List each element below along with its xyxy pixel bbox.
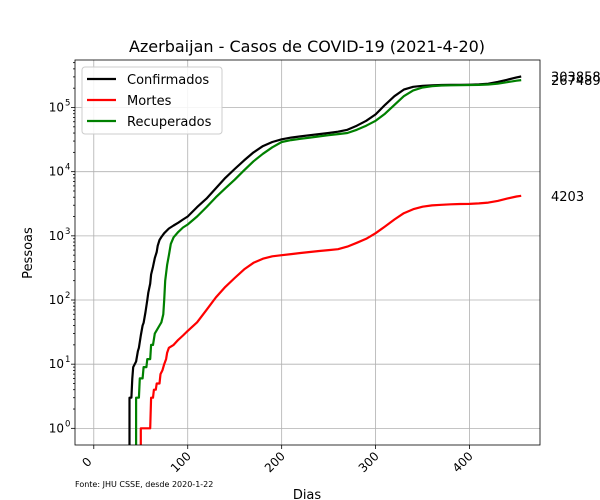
y-tick-label: 10 (49, 293, 64, 307)
y-tick-label: 10 (49, 421, 64, 435)
source-note: Fonte: JHU CSSE, desde 2020-1-22 (75, 480, 213, 489)
y-tick-label: 10 (49, 165, 64, 179)
series-line-recuperados (135, 79, 522, 445)
y-tick-exponent: 2 (65, 291, 70, 301)
series-line-mortes (139, 194, 522, 445)
x-tick-label: 100 (168, 449, 194, 475)
y-tick-exponent: 0 (65, 419, 70, 429)
end-label-confirmados: 303858 (551, 71, 600, 86)
y-tick-label: 10 (49, 357, 64, 371)
series-lines (128, 75, 522, 445)
y-tick-exponent: 4 (65, 163, 70, 173)
y-tick-exponent: 1 (65, 355, 70, 365)
x-tick-label: 200 (262, 449, 288, 475)
y-tick-label: 10 (49, 101, 64, 115)
end-value-labels: 303858 4203 267489 (551, 71, 600, 205)
y-tick-exponent: 5 (65, 99, 70, 109)
y-tick-exponent: 3 (65, 227, 70, 237)
end-label-mortes: 4203 (551, 190, 584, 205)
x-tick-label: 0 (79, 455, 94, 470)
x-tick-label: 300 (356, 449, 382, 475)
x-tick-label: 400 (450, 449, 476, 475)
legend-label: Confirmados (127, 73, 209, 88)
legend-label: Recuperados (127, 115, 212, 130)
y-axis-label: Pessoas (21, 227, 36, 279)
y-tick-label: 10 (49, 229, 64, 243)
legend: Confirmados Mortes Recuperados (81, 66, 223, 135)
end-label-recuperados: 267489 (551, 74, 600, 89)
x-axis-ticks: 0 100 200 300 400 (79, 445, 476, 475)
legend-box (81, 66, 223, 135)
x-axis-label: Dias (293, 488, 322, 500)
legend-label: Mortes (127, 94, 172, 109)
series-line-confirmados (128, 75, 522, 445)
chart-title: Azerbaijan - Casos de COVID-19 (2021-4-2… (129, 37, 485, 56)
plot-frame (74, 59, 541, 446)
